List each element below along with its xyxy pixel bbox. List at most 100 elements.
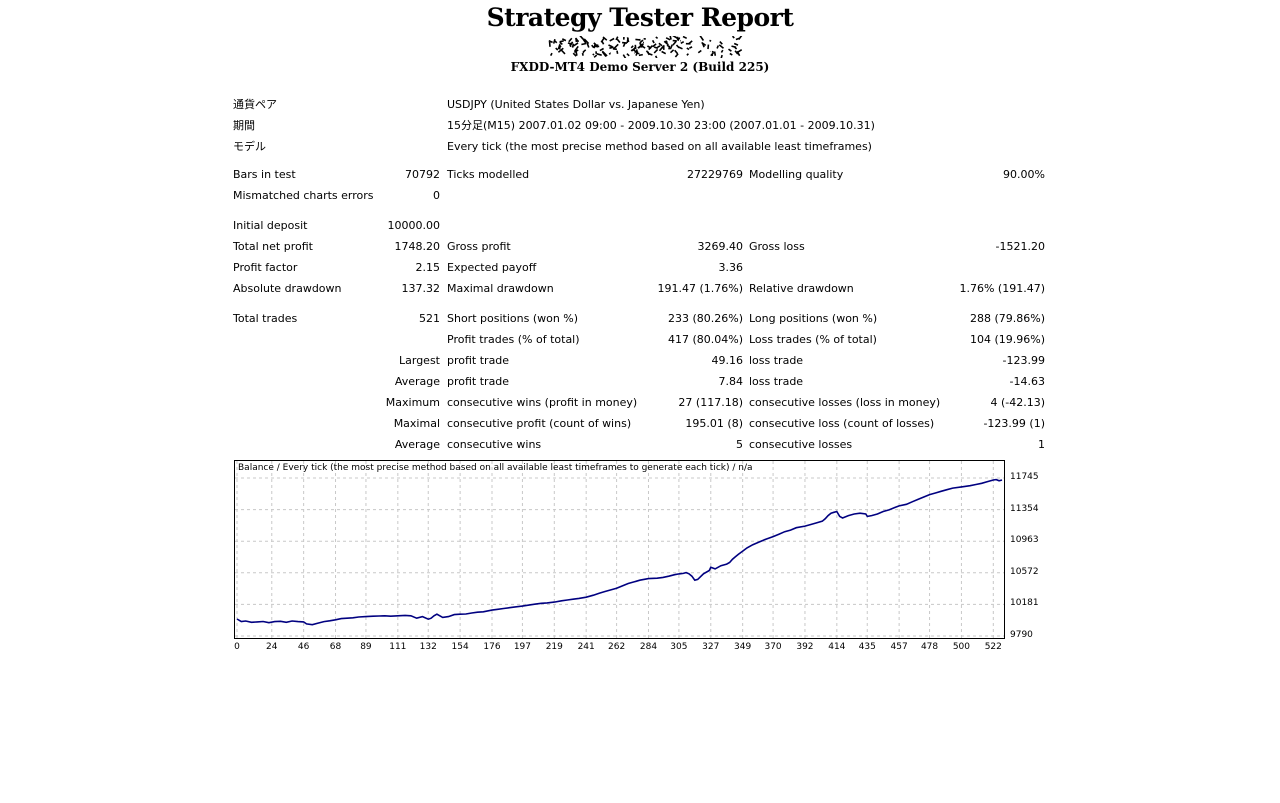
max-wins-value: 27 (117.18)	[678, 396, 743, 409]
x-tick-label: 522	[984, 642, 1002, 652]
chart-caption: Balance / Every tick (the most precise m…	[238, 463, 753, 473]
maximal-profit-value: 195.01 (8)	[685, 417, 743, 430]
grossprofit-value: 3269.40	[697, 240, 744, 253]
grossloss-value: -1521.20	[995, 240, 1045, 253]
average-loss-value: -14.63	[1009, 375, 1045, 388]
y-tick-label: 10963	[1010, 535, 1039, 546]
losstrades-value: 104 (19.96%)	[969, 333, 1045, 346]
reldd-value: 1.76% (191.47)	[959, 282, 1045, 295]
x-tick-label: 457	[890, 642, 908, 652]
x-tick-label: 284	[639, 642, 658, 652]
x-tick-label: 46	[297, 642, 310, 652]
losstrades-label: Loss trades (% of total)	[749, 333, 877, 346]
long-value: 288 (79.86%)	[969, 312, 1045, 325]
x-tick-label: 132	[419, 642, 437, 652]
short-label: Short positions (won %)	[447, 312, 579, 325]
period-label: 期間	[233, 119, 255, 132]
max-losses-label: consecutive losses (loss in money)	[749, 396, 941, 409]
largest-profit-value: 49.16	[711, 354, 744, 367]
maximal-label: Maximal	[393, 417, 440, 430]
maximal-loss-value: -123.99 (1)	[983, 417, 1045, 430]
deposit-value: 10000.00	[387, 219, 441, 232]
x-tick-label: 111	[389, 642, 407, 652]
maximal-profit-label: consecutive profit (count of wins)	[447, 417, 632, 430]
maximum-label: Maximum	[385, 396, 440, 409]
x-tick-label: 478	[920, 642, 939, 652]
x-tick-label: 197	[513, 642, 532, 652]
balance-chart-plot	[235, 461, 1004, 638]
max-losses-value: 4 (-42.13)	[990, 396, 1045, 409]
symbol-value: USDJPY (United States Dollar vs. Japanes…	[447, 98, 705, 111]
reldd-label: Relative drawdown	[749, 282, 854, 295]
absdd-label: Absolute drawdown	[233, 282, 342, 295]
profitfactor-value: 2.15	[415, 261, 441, 274]
quality-label: Modelling quality	[749, 168, 844, 181]
bars-label: Bars in test	[233, 168, 296, 181]
x-tick-label: 68	[329, 642, 342, 652]
mismatch-value: 0	[433, 189, 440, 202]
x-tick-label: 176	[483, 642, 501, 652]
maxdd-value: 191.47 (1.76%)	[657, 282, 743, 295]
average-profit-value: 7.84	[718, 375, 744, 388]
absdd-value: 137.32	[401, 282, 441, 295]
balance-chart: Balance / Every tick (the most precise m…	[234, 460, 1005, 639]
x-tick-label: 327	[702, 642, 720, 652]
x-tick-label: 219	[545, 642, 563, 652]
grossloss-label: Gross loss	[749, 240, 805, 253]
maxdd-label: Maximal drawdown	[447, 282, 554, 295]
x-tick-label: 0	[234, 642, 240, 652]
balance-line	[236, 478, 1003, 626]
y-tick-label: 10181	[1010, 598, 1039, 609]
model-label: モデル	[233, 140, 266, 153]
long-label: Long positions (won %)	[749, 312, 878, 325]
x-tick-label: 305	[670, 642, 688, 652]
average-profit-label: profit trade	[447, 375, 510, 388]
mismatch-label: Mismatched charts errors	[233, 189, 374, 202]
x-tick-label: 349	[734, 642, 752, 652]
payoff-label: Expected payoff	[447, 261, 537, 274]
trades-label: Total trades	[233, 312, 298, 325]
avg-losses-label: consecutive losses	[749, 438, 853, 451]
x-tick-label: 154	[451, 642, 469, 652]
period-value: 15分足(M15) 2007.01.02 09:00 - 2009.10.30 …	[447, 119, 875, 132]
y-tick-label: 11745	[1010, 472, 1039, 482]
largest-label: Largest	[399, 354, 440, 367]
profitfactor-label: Profit factor	[233, 261, 298, 274]
quality-value: 90.00%	[1003, 168, 1045, 181]
x-tick-label: 89	[360, 642, 372, 652]
server-name: FXDD-MT4 Demo Server 2 (Build 225)	[510, 60, 770, 74]
payoff-value: 3.36	[718, 261, 744, 274]
x-tick-label: 500	[952, 642, 971, 652]
y-tick-label: 10572	[1010, 566, 1039, 577]
ticks-value: 27229769	[687, 168, 743, 181]
average2-label: Average	[394, 438, 440, 451]
maximal-loss-label: consecutive loss (count of losses)	[749, 417, 935, 430]
x-tick-label: 370	[764, 642, 782, 652]
trades-value: 521	[419, 312, 440, 325]
max-wins-label: consecutive wins (profit in money)	[447, 396, 638, 409]
symbol-label: 通貨ペア	[233, 98, 277, 111]
x-tick-label: 435	[858, 642, 876, 652]
profittrades-value: 417 (80.04%)	[667, 333, 743, 346]
report-title: Strategy Tester Report	[486, 3, 794, 32]
redacted-name-scribble	[548, 36, 746, 58]
bars-value: 70792	[405, 168, 440, 181]
x-tick-label: 24	[266, 642, 278, 652]
avg-wins-value: 5	[736, 438, 743, 451]
largest-loss-value: -123.99	[1002, 354, 1045, 367]
x-tick-label: 392	[796, 642, 814, 652]
deposit-label: Initial deposit	[233, 219, 308, 232]
model-value: Every tick (the most precise method base…	[447, 140, 872, 153]
profittrades-label: Profit trades (% of total)	[447, 333, 580, 346]
grossprofit-label: Gross profit	[447, 240, 511, 253]
x-tick-label: 262	[608, 642, 626, 652]
largest-profit-label: profit trade	[447, 354, 510, 367]
short-value: 233 (80.26%)	[667, 312, 743, 325]
avg-wins-label: consecutive wins	[447, 438, 542, 451]
x-tick-label: 241	[577, 642, 595, 652]
y-tick-label: 11354	[1010, 503, 1039, 514]
netprofit-value: 1748.20	[394, 240, 441, 253]
netprofit-label: Total net profit	[233, 240, 313, 253]
y-tick-label: 9790	[1010, 630, 1033, 640]
ticks-label: Ticks modelled	[447, 168, 530, 181]
